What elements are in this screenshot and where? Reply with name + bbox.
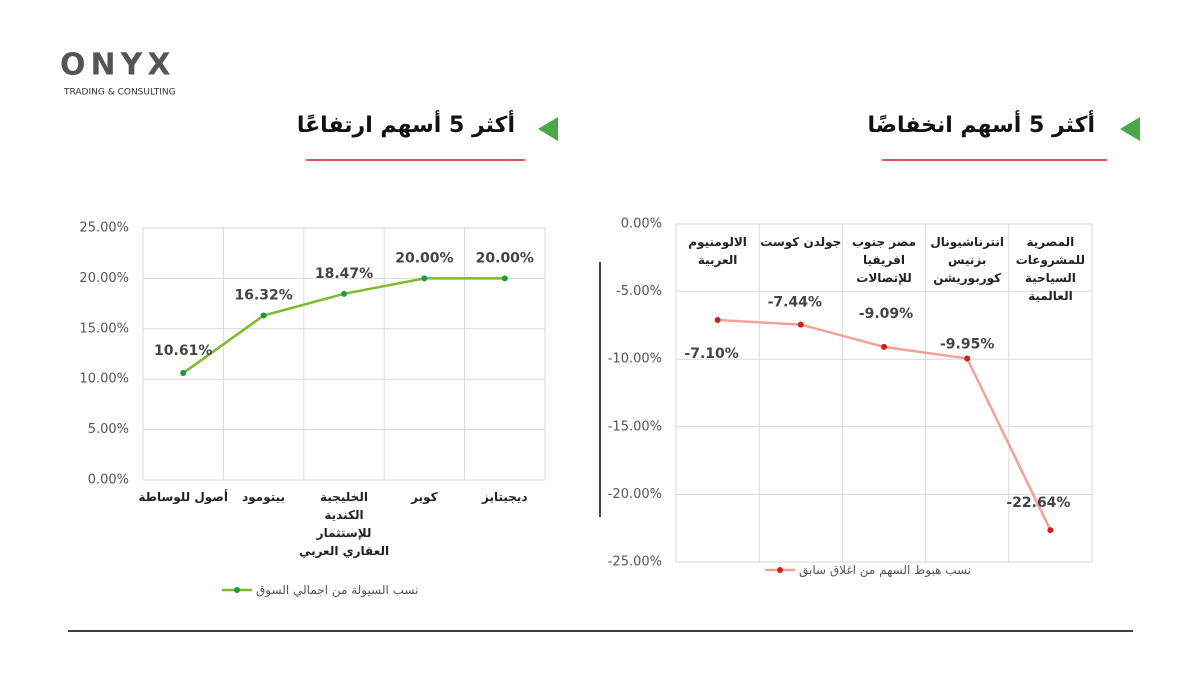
title-arrow xyxy=(1120,117,1140,141)
y-tick-label: 25.00% xyxy=(79,221,129,236)
point xyxy=(881,343,887,350)
x-tick-label: جولدن كوست xyxy=(760,235,842,249)
chart-title: أكثر 5 أسهم ارتفاعًا xyxy=(296,113,515,138)
point xyxy=(421,275,428,282)
data-label: 18.47% xyxy=(315,266,373,282)
x-tick-label: كوير xyxy=(411,490,438,504)
y-tick-label: 20.00% xyxy=(79,271,129,286)
title-arrow xyxy=(538,117,558,141)
legend-label: نسب السيولة من اجمالي السوق xyxy=(256,583,419,597)
point xyxy=(1047,527,1054,534)
y-tick-label: -25.00% xyxy=(608,555,662,570)
y-tick-label: -10.00% xyxy=(608,352,662,367)
data-label: -7.44% xyxy=(768,295,822,311)
data-label: -7.10% xyxy=(684,346,738,362)
point xyxy=(714,316,721,323)
chart-title: أكثر 5 أسهم انخفاضًا xyxy=(867,113,1095,138)
x-tick-label: أصول للوساطة xyxy=(138,490,228,504)
x-tick-label: بيتومود xyxy=(242,490,286,504)
point xyxy=(180,370,187,377)
point xyxy=(964,355,971,362)
data-label: 16.32% xyxy=(234,287,292,303)
data-label: -22.64% xyxy=(1006,495,1070,511)
legend-label: نسب هبوط السهم من اغلاق سابق xyxy=(799,563,972,577)
data-label: -9.09% xyxy=(859,306,913,322)
x-tick-label: ديجيتايز xyxy=(482,490,528,504)
logo-name: ONYX xyxy=(60,48,175,83)
x-tick-label: الالومنيوم العربية xyxy=(688,235,747,267)
x-tick-label: مصر جنوب افريقيا للإتصالات xyxy=(851,235,917,285)
legend-entry: نسب هبوط السهم من اغلاق سابق xyxy=(765,563,971,577)
line xyxy=(717,318,1052,531)
point xyxy=(341,290,347,297)
data-label: 20.00% xyxy=(395,250,453,266)
data-label: -9.95% xyxy=(940,337,994,353)
y-tick-label: 5.00% xyxy=(88,422,129,437)
legend-entry: نسب السيولة من اجمالي السوق xyxy=(222,583,418,597)
point xyxy=(260,312,267,319)
x-tick-label: الخليجية الكندية للإستثمار العقاري العرب… xyxy=(298,490,390,558)
data-label: 10.61% xyxy=(154,343,212,359)
logo-tagline: TRADING & CONSULTING xyxy=(63,88,176,98)
y-tick-label: 15.00% xyxy=(79,321,129,336)
y-tick-label: 10.00% xyxy=(79,372,129,387)
y-tick-label: -20.00% xyxy=(608,487,662,502)
data-label: 20.00% xyxy=(476,250,534,266)
y-tick-label: 0.00% xyxy=(621,217,662,232)
x-tick-label: انترناشيونال بزنيس كوربوريشن xyxy=(930,235,1004,285)
legend-swatch xyxy=(765,567,795,573)
legend-swatch xyxy=(222,587,252,593)
point xyxy=(501,275,508,282)
point xyxy=(797,321,804,328)
y-tick-label: -5.00% xyxy=(616,284,662,299)
x-tick-label: المصرية للمشروعات السياحية العالمية xyxy=(1015,235,1086,303)
y-tick-label: 0.00% xyxy=(88,473,129,488)
y-tick-label: -15.00% xyxy=(608,419,662,434)
